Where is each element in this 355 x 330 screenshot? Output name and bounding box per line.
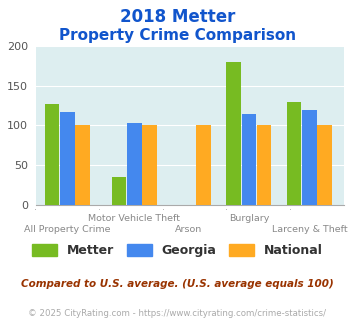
Bar [45, 104, 59, 205]
Bar [75, 125, 90, 205]
Bar [196, 125, 211, 205]
Text: © 2025 CityRating.com - https://www.cityrating.com/crime-statistics/: © 2025 CityRating.com - https://www.city… [28, 309, 327, 317]
Bar [111, 177, 126, 205]
Text: Larceny & Theft: Larceny & Theft [272, 225, 347, 234]
Bar [302, 110, 317, 205]
Text: Compared to U.S. average. (U.S. average equals 100): Compared to U.S. average. (U.S. average … [21, 279, 334, 289]
Legend: Metter, Georgia, National: Metter, Georgia, National [32, 244, 323, 257]
Bar [142, 125, 157, 205]
Bar [127, 123, 142, 205]
Text: Burglary: Burglary [229, 214, 269, 223]
Bar [257, 125, 272, 205]
Bar [287, 102, 301, 205]
Bar [241, 114, 256, 205]
Text: All Property Crime: All Property Crime [24, 225, 111, 234]
Bar [226, 62, 241, 205]
Text: Motor Vehicle Theft: Motor Vehicle Theft [88, 214, 180, 223]
Bar [317, 125, 332, 205]
Text: 2018 Metter: 2018 Metter [120, 8, 235, 26]
Bar [60, 112, 75, 205]
Text: Arson: Arson [175, 225, 202, 234]
Text: Property Crime Comparison: Property Crime Comparison [59, 28, 296, 43]
